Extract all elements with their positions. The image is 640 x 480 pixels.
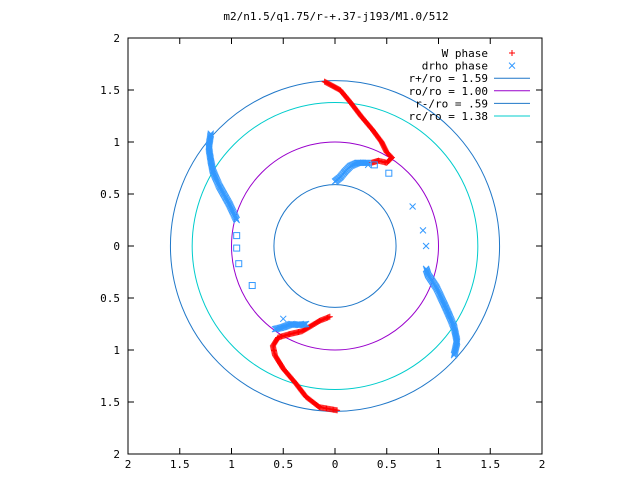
legend-label: r-/ro = .59: [415, 97, 488, 110]
legend-label: W phase: [442, 47, 488, 60]
drho-phase-point: [364, 159, 372, 167]
circle-0_59: [273, 184, 397, 308]
chart-title: m2/n1.5/q1.75/r-+.37-j193/M1.0/512: [223, 10, 448, 23]
y-tick-label: 1: [113, 344, 120, 357]
data-markers: [205, 78, 461, 414]
drho-phase-point: [422, 265, 430, 273]
legend-label: ro/ro = 1.00: [409, 85, 488, 98]
drho-phase-point: [301, 320, 309, 328]
x-tick-label: 1: [228, 458, 235, 471]
y-tick-label: 1: [113, 136, 120, 149]
drho-phase-point: [422, 242, 430, 250]
square-point: [385, 169, 393, 177]
x-tick-label: 0: [332, 458, 339, 471]
y-tick-label: 1.5: [100, 84, 120, 97]
y-tick-label: 0: [113, 240, 120, 253]
legend-label: r+/ro = 1.59: [409, 72, 488, 85]
drho-phase-point: [409, 203, 416, 210]
w-phase-point: [326, 313, 333, 320]
x-tick-label: 0.5: [377, 458, 397, 471]
drho-phase-point: [364, 161, 372, 169]
legend-label: rc/ro = 1.38: [409, 110, 488, 123]
square-point: [235, 260, 243, 268]
circle-1: [231, 141, 439, 351]
y-tick-label: 1.5: [100, 396, 120, 409]
axis-ticks: 2 1.5 1 0.5 0 0.5 1 1.5 221.510.500.511.52: [100, 32, 545, 471]
x-tick-label: 1: [435, 458, 442, 471]
drho-phase-point: [363, 159, 371, 167]
drho-phase-point: [300, 320, 307, 328]
circle-1_38: [191, 101, 479, 391]
x-tick-label: 2: [125, 458, 132, 471]
square-point: [233, 232, 241, 240]
reference-circles: [169, 80, 501, 412]
y-tick-label: 0.5: [100, 188, 120, 201]
drho-phase-point: [419, 227, 427, 234]
square-point: [233, 244, 241, 252]
drho-phase-point: [233, 216, 241, 224]
square-point: [370, 161, 378, 169]
y-tick-label: 2: [113, 448, 120, 461]
legend-cross-sample: [508, 62, 516, 69]
drho-phase-point: [354, 159, 362, 167]
x-tick-label: 1.5: [170, 458, 190, 471]
square-point: [248, 282, 256, 290]
legend-plus-sample: [509, 50, 515, 56]
x-tick-label: 1.5: [480, 458, 500, 471]
y-tick-label: 2: [113, 32, 120, 45]
circle-1_59: [169, 80, 501, 412]
legend-label: drho phase: [422, 60, 488, 73]
y-tick-label: 0.5: [100, 292, 120, 305]
drho-phase-point: [302, 320, 310, 328]
x-tick-label: 2: [539, 458, 546, 471]
drho-phase-point: [279, 315, 287, 323]
x-tick-label: 0.5: [273, 458, 293, 471]
